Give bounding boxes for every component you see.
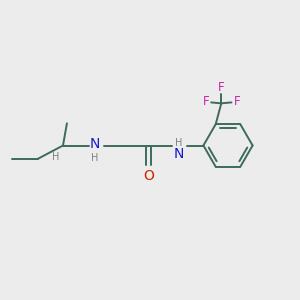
Text: H: H <box>92 153 99 163</box>
Text: N: N <box>173 148 184 161</box>
Text: F: F <box>202 95 209 108</box>
Text: H: H <box>52 152 59 162</box>
Text: H: H <box>175 138 182 148</box>
Text: N: N <box>90 137 100 151</box>
Text: O: O <box>143 169 154 183</box>
Text: F: F <box>234 95 240 108</box>
Text: F: F <box>218 81 225 94</box>
